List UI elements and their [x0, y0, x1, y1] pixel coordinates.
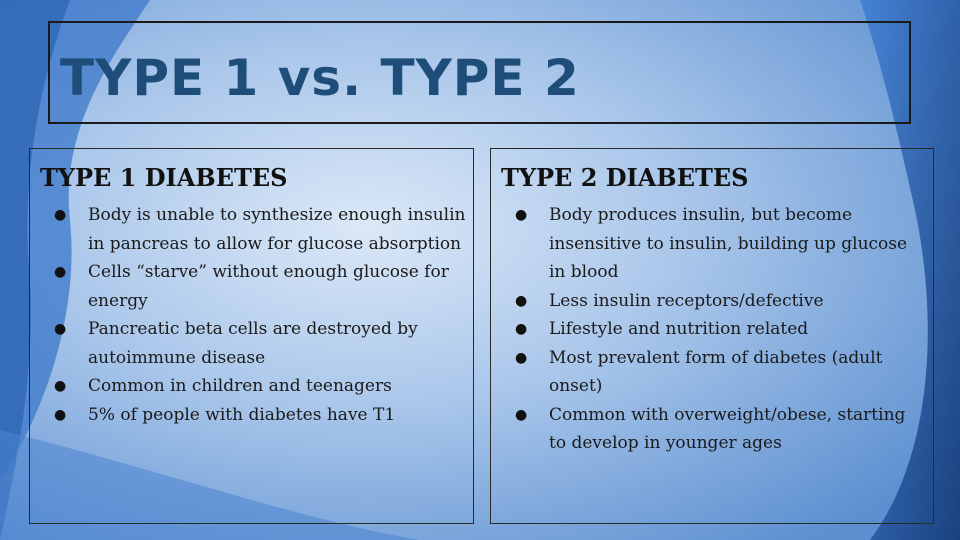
bullet-icon: ● — [54, 406, 67, 423]
bullet-icon: ● — [54, 264, 67, 280]
bullet-icon: ● — [515, 207, 528, 223]
type1-panel: TYPE 1 DIABETES ● Body is unable to synth… — [29, 148, 474, 524]
slide-title: TYPE 1 vs. TYPE 2 — [60, 49, 580, 107]
bullet-icon: ● — [54, 207, 67, 223]
list-item: ● 5% of people with diabetes have T1 — [50, 401, 467, 430]
list-item: ● Cells “starve” without enough glucose f… — [50, 258, 467, 315]
list-item: ● Body is unable to synthesize enough ins… — [50, 201, 467, 258]
list-item: ● Lifestyle and nutrition related — [511, 315, 927, 344]
type1-bullet-list: ● Body is unable to synthesize enough ins… — [50, 201, 467, 429]
bullet-icon: ● — [515, 292, 528, 309]
list-item: ● Pancreatic beta cells are destroyed by … — [50, 315, 467, 372]
list-item: ● Most prevalent form of diabetes (adult … — [511, 344, 927, 401]
bullet-icon: ● — [54, 321, 67, 337]
list-item: ● Less insulin receptors/defective — [511, 287, 927, 316]
bullet-icon: ● — [54, 378, 67, 394]
bullet-icon: ● — [515, 349, 528, 366]
type2-heading: TYPE 2 DIABETES — [501, 163, 749, 192]
list-item: ● Body produces insulin, but become insen… — [511, 201, 927, 287]
type2-panel: TYPE 2 DIABETES ● Body produces insulin, … — [490, 148, 934, 524]
type1-heading: TYPE 1 DIABETES — [40, 163, 288, 192]
list-item: ● Common in children and teenagers — [50, 372, 467, 401]
title-box: TYPE 1 vs. TYPE 2 — [48, 21, 911, 124]
bullet-icon: ● — [515, 321, 528, 337]
bullet-icon: ● — [515, 406, 528, 423]
list-item: ● Common with overweight/obese, starting … — [511, 401, 927, 458]
type2-bullet-list: ● Body produces insulin, but become insen… — [511, 201, 927, 458]
